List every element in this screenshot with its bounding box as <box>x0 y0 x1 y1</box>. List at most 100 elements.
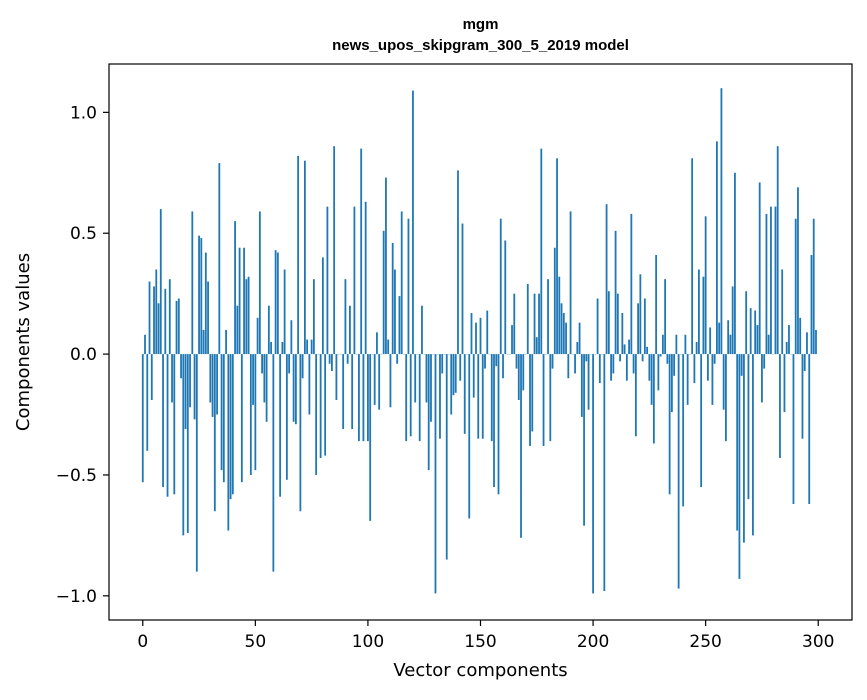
bar-256 <box>718 323 720 354</box>
bar-103 <box>374 354 376 405</box>
bar-174 <box>534 294 536 354</box>
bar-80 <box>322 257 324 354</box>
bar-7 <box>158 303 160 354</box>
bar-29 <box>207 282 209 355</box>
bar-139 <box>455 354 457 393</box>
bar-285 <box>784 354 786 412</box>
bar-20 <box>187 354 189 533</box>
bar-107 <box>383 231 385 354</box>
bar-38 <box>227 354 229 530</box>
bar-28 <box>205 253 207 355</box>
bar-63 <box>284 269 286 354</box>
bar-183 <box>554 248 556 354</box>
bar-2 <box>146 354 148 451</box>
bar-203 <box>599 354 601 383</box>
bar-290 <box>795 219 797 354</box>
bar-187 <box>563 313 565 354</box>
bar-45 <box>243 248 245 354</box>
bar-138 <box>453 354 455 395</box>
bar-73 <box>306 340 308 355</box>
bar-190 <box>570 211 572 354</box>
bar-113 <box>396 354 398 364</box>
bar-42 <box>236 306 238 354</box>
bar-264 <box>736 354 738 530</box>
bar-100 <box>367 354 369 441</box>
bar-298 <box>813 219 815 354</box>
bar-248 <box>700 354 702 487</box>
bar-40 <box>232 354 234 494</box>
bar-273 <box>757 325 759 354</box>
bar-242 <box>687 354 689 405</box>
bar-229 <box>657 354 659 390</box>
bar-70 <box>299 354 301 511</box>
bar-299 <box>815 330 817 354</box>
bar-135 <box>446 354 448 559</box>
bar-90 <box>345 279 347 354</box>
bar-124 <box>421 306 423 354</box>
bar-77 <box>315 354 317 475</box>
x-tick-label: 250 <box>689 632 721 652</box>
bar-119 <box>410 354 412 436</box>
bar-146 <box>471 313 473 354</box>
bar-230 <box>660 354 662 356</box>
bar-47 <box>248 277 250 354</box>
bar-142 <box>462 224 464 355</box>
bar-54 <box>263 354 265 402</box>
bar-232 <box>664 279 666 354</box>
bar-61 <box>279 354 281 497</box>
bar-234 <box>669 354 671 494</box>
bar-287 <box>788 325 790 354</box>
bar-271 <box>752 354 754 535</box>
bar-16 <box>178 298 180 354</box>
bar-274 <box>759 182 761 354</box>
bar-254 <box>714 354 716 364</box>
bar-231 <box>662 335 664 354</box>
bar-5 <box>153 286 155 354</box>
bar-141 <box>459 354 461 381</box>
bar-81 <box>324 354 326 456</box>
bar-224 <box>646 347 648 354</box>
bar-97 <box>360 149 362 354</box>
bar-228 <box>655 255 657 354</box>
bar-194 <box>579 323 581 354</box>
bar-120 <box>412 91 414 355</box>
chart-subtitle: news_upos_skipgram_300_5_2019 model <box>332 37 629 54</box>
bar-245 <box>693 354 695 383</box>
bar-252 <box>709 328 711 355</box>
bar-114 <box>399 296 401 354</box>
bar-65 <box>288 354 290 373</box>
bar-213 <box>621 313 623 354</box>
bar-109 <box>387 340 389 355</box>
bar-206 <box>606 204 608 354</box>
bar-46 <box>245 279 247 354</box>
bar-268 <box>745 291 747 354</box>
bar-9 <box>162 354 164 487</box>
x-tick-label: 50 <box>245 632 267 652</box>
bar-272 <box>754 311 756 355</box>
bar-58 <box>272 354 274 572</box>
bar-166 <box>516 354 518 369</box>
bar-258 <box>723 354 725 410</box>
bar-35 <box>221 354 223 470</box>
bar-220 <box>637 303 639 354</box>
bar-249 <box>703 277 705 354</box>
bar-57 <box>270 342 272 354</box>
bar-281 <box>775 207 777 354</box>
bar-75 <box>311 340 313 355</box>
bar-3 <box>149 282 151 355</box>
bar-165 <box>513 294 515 354</box>
bar-296 <box>808 354 810 504</box>
bar-247 <box>698 269 700 354</box>
bar-66 <box>290 320 292 354</box>
bar-148 <box>475 323 477 354</box>
bar-12 <box>169 279 171 354</box>
bar-85 <box>333 146 335 354</box>
bar-241 <box>684 335 686 354</box>
bar-76 <box>313 279 315 354</box>
bar-13 <box>171 354 173 402</box>
bar-33 <box>216 354 218 414</box>
x-axis-label: Vector components <box>393 660 567 681</box>
bar-172 <box>529 354 531 446</box>
